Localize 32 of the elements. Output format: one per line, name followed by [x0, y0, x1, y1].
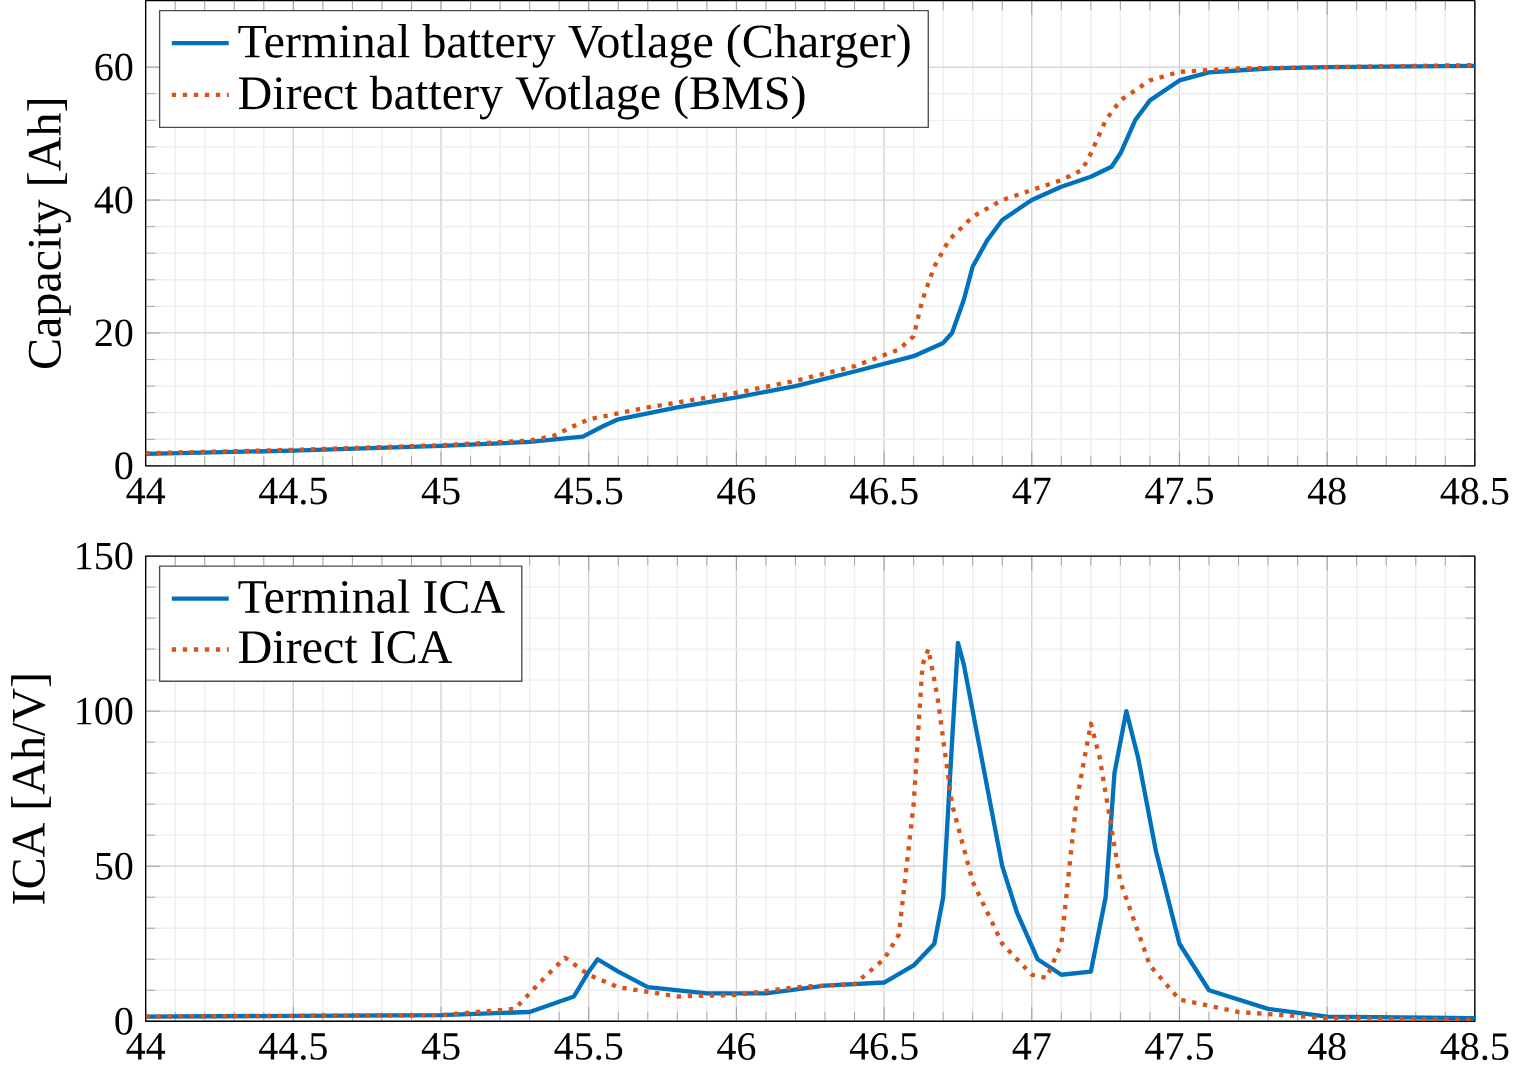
y-tick-label: 100 — [77, 697, 133, 725]
x-tick-label: 47.5 — [1145, 1032, 1213, 1060]
x-tick-label: 45 — [421, 477, 460, 505]
legend-label: Terminal battery Votlage (Charger) — [238, 23, 910, 68]
x-tick-label: 47 — [1012, 477, 1051, 504]
y-axis-title: Capacity [Ah] — [27, 99, 71, 368]
x-tick-label: 45.5 — [554, 1032, 623, 1060]
x-tick-label: 48.5 — [1440, 477, 1509, 505]
x-tick-label: 45 — [421, 1032, 460, 1060]
y-tick-label: 0 — [115, 1007, 133, 1035]
y-tick-label: 150 — [77, 542, 133, 570]
x-tick-label: 44.5 — [259, 477, 327, 505]
x-tick-label: 46.5 — [849, 1032, 918, 1060]
x-tick-label: 44.5 — [259, 1032, 327, 1060]
x-tick-label: 48 — [1307, 477, 1346, 505]
legend-label: Direct ICA — [238, 630, 453, 664]
x-tick-label: 47 — [1012, 1032, 1051, 1060]
x-tick-label: 46 — [717, 1032, 756, 1060]
y-tick-label: 60 — [95, 53, 133, 81]
legend-label: Direct battery Votlage (BMS) — [238, 75, 805, 120]
y-axis-title: ICA [Ah/V] — [11, 675, 51, 904]
y-tick-label: 40 — [94, 186, 133, 214]
y-tick-label: 50 — [96, 852, 133, 880]
x-tick-label: 48.5 — [1440, 1032, 1509, 1061]
x-tick-label: 45.5 — [554, 477, 623, 505]
x-tick-label: 47.5 — [1145, 477, 1213, 505]
x-tick-label: 48 — [1307, 1032, 1346, 1060]
y-tick-label: 20 — [95, 319, 133, 347]
x-tick-label: 46.5 — [849, 477, 918, 505]
x-tick-label: 44 — [126, 1032, 166, 1060]
x-tick-label: 46 — [717, 477, 756, 505]
legend-label: Terminal ICA — [238, 579, 505, 614]
